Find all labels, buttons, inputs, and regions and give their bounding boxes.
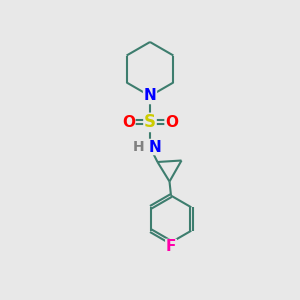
Text: S: S <box>144 113 156 131</box>
Text: O: O <box>165 115 178 130</box>
Text: N: N <box>148 140 161 154</box>
Text: O: O <box>122 115 135 130</box>
Text: H: H <box>133 140 144 154</box>
Text: N: N <box>144 88 156 104</box>
Text: F: F <box>166 239 176 254</box>
